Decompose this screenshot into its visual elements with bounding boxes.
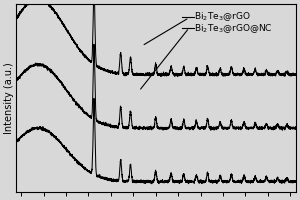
Text: Bi$_2$Te$_3$@rGO: Bi$_2$Te$_3$@rGO — [194, 10, 250, 23]
Text: Bi$_2$Te$_3$@rGO@NC: Bi$_2$Te$_3$@rGO@NC — [194, 22, 272, 35]
Y-axis label: Intensity (a.u.): Intensity (a.u.) — [4, 62, 14, 134]
